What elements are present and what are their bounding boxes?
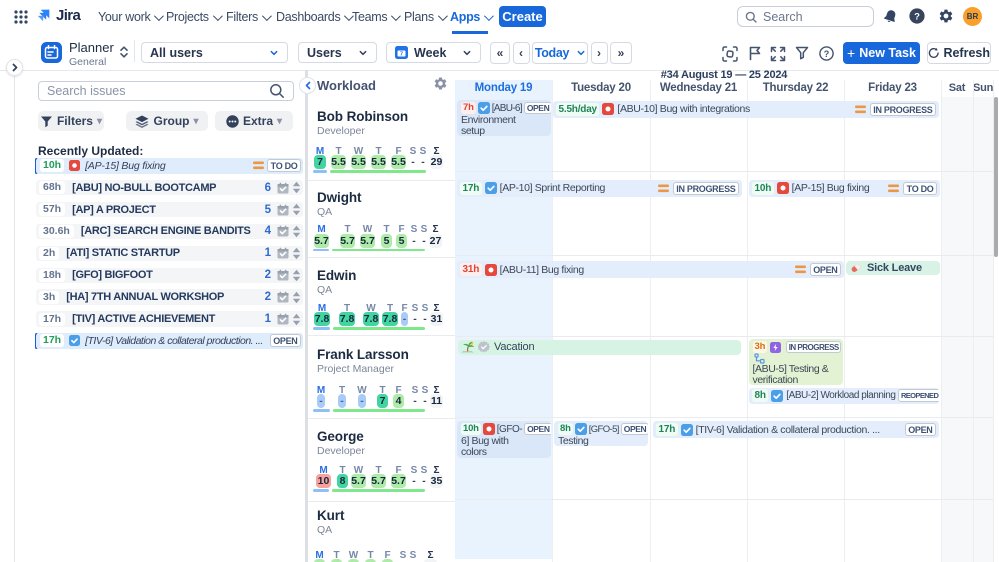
svg-text:7: 7: [400, 52, 403, 58]
svg-text:?: ?: [824, 49, 830, 59]
svg-text:?: ?: [914, 11, 920, 22]
